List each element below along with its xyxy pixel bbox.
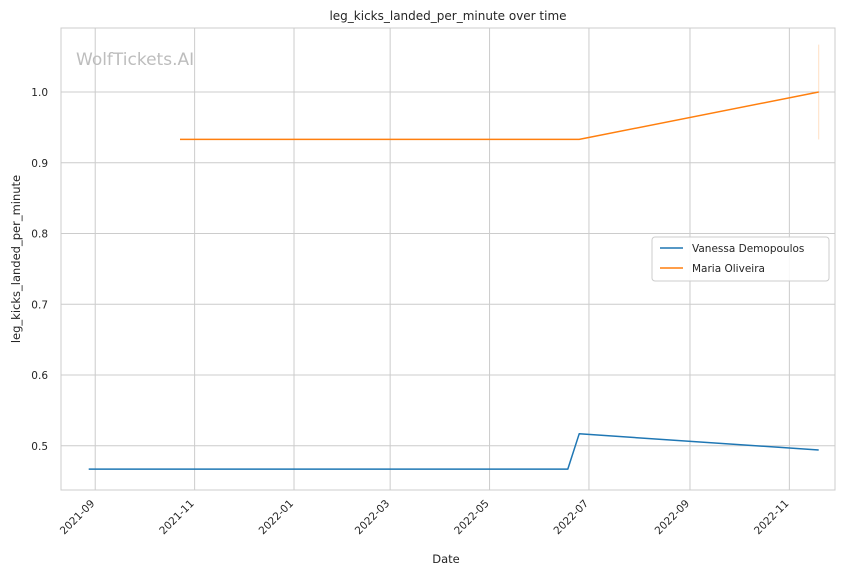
legend-label-vanessa: Vanessa Demopoulos: [692, 243, 804, 255]
y-tick-label: 0.7: [31, 299, 48, 311]
y-tick-label: 0.8: [31, 229, 48, 241]
y-tick-label: 0.6: [31, 370, 48, 382]
grid: [61, 28, 835, 490]
y-tick-label: 0.5: [31, 441, 48, 453]
y-tick-labels: 0.5 0.6 0.7 0.8 0.9 1.0: [31, 87, 48, 453]
series-lines: [88, 91, 819, 470]
x-axis-label: Date: [432, 552, 460, 566]
y-tick-label: 0.9: [31, 158, 48, 170]
y-tick-label: 1.0: [31, 87, 48, 99]
legend-label-maria: Maria Oliveira: [692, 263, 765, 275]
watermark: WolfTickets.AI: [76, 50, 194, 70]
chart-title: leg_kicks_landed_per_minute over time: [329, 9, 566, 23]
series-line-0: [88, 433, 819, 470]
plot-area-frame: [60, 27, 836, 491]
legend-box: [651, 236, 830, 282]
legend: Vanessa Demopoulos Maria Oliveira: [651, 236, 830, 282]
y-axis-label: leg_kicks_landed_per_minute: [9, 175, 23, 343]
series-line-1: [180, 91, 819, 141]
